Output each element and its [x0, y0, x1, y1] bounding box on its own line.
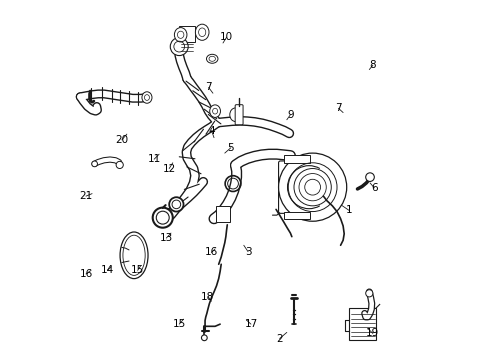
Ellipse shape [174, 28, 186, 42]
Text: 2: 2 [276, 333, 283, 343]
FancyBboxPatch shape [179, 26, 195, 41]
Ellipse shape [206, 54, 218, 63]
Text: 15: 15 [131, 265, 144, 275]
Ellipse shape [142, 92, 152, 103]
Text: 6: 6 [370, 183, 377, 193]
Text: 7: 7 [334, 103, 341, 113]
FancyBboxPatch shape [284, 155, 309, 163]
Text: 4: 4 [208, 126, 214, 135]
Circle shape [169, 197, 183, 212]
FancyBboxPatch shape [284, 212, 309, 220]
Text: 19: 19 [366, 328, 379, 338]
Circle shape [365, 290, 372, 297]
Text: 3: 3 [244, 247, 251, 257]
Text: 11: 11 [147, 154, 161, 164]
Text: 20: 20 [115, 135, 128, 145]
Text: 15: 15 [172, 319, 185, 329]
FancyBboxPatch shape [278, 161, 314, 213]
Circle shape [116, 161, 123, 168]
Ellipse shape [229, 108, 241, 122]
Text: 17: 17 [244, 319, 257, 329]
Text: 7: 7 [205, 82, 211, 93]
Circle shape [92, 161, 97, 167]
Ellipse shape [195, 24, 208, 40]
Ellipse shape [209, 105, 220, 117]
FancyBboxPatch shape [348, 308, 375, 339]
Text: 9: 9 [286, 110, 293, 120]
Circle shape [278, 153, 346, 221]
Text: 18: 18 [201, 292, 214, 302]
FancyBboxPatch shape [215, 206, 229, 222]
Text: 13: 13 [160, 233, 173, 243]
Text: 12: 12 [162, 163, 176, 174]
Text: 1: 1 [345, 206, 352, 216]
Circle shape [365, 173, 373, 181]
Circle shape [201, 335, 207, 341]
Text: 10: 10 [220, 32, 233, 42]
Text: 14: 14 [101, 265, 114, 275]
Text: 16: 16 [204, 247, 218, 257]
Circle shape [170, 38, 188, 55]
Text: 8: 8 [369, 60, 375, 70]
Text: 5: 5 [227, 143, 234, 153]
Text: 16: 16 [79, 269, 92, 279]
Ellipse shape [120, 232, 148, 279]
Circle shape [152, 208, 172, 228]
FancyBboxPatch shape [235, 105, 243, 125]
Text: 21: 21 [79, 191, 92, 201]
